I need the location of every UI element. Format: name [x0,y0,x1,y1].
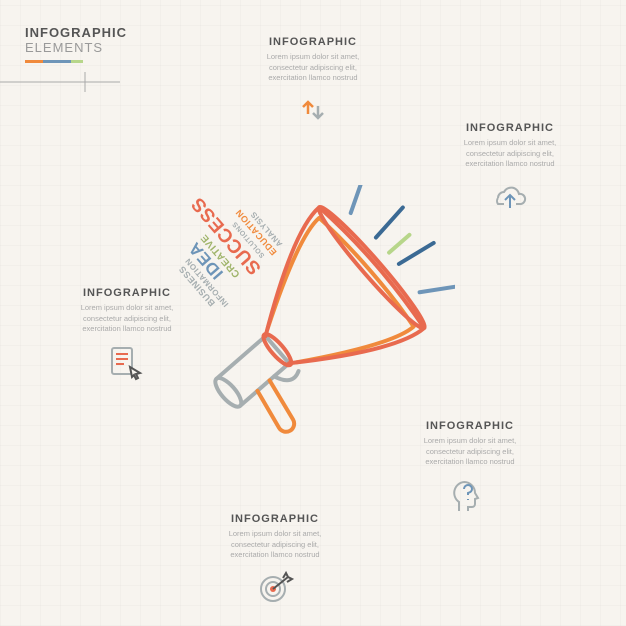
info-item-body: Lorem ipsum dolor sit amet, consectetur … [47,303,207,335]
header-cross-lines-icon [0,72,120,92]
doc-cursor-icon [47,343,207,381]
info-item-body: Lorem ipsum dolor sit amet, consectetur … [390,436,550,468]
info-item-left: INFOGRAPHIC Lorem ipsum dolor sit amet, c… [47,287,207,381]
info-item-title: INFOGRAPHIC [430,122,590,134]
target-icon [195,569,355,607]
info-item-body: Lorem ipsum dolor sit amet, consectetur … [195,529,355,561]
info-item-title: INFOGRAPHIC [233,36,393,48]
info-item-right: INFOGRAPHIC Lorem ipsum dolor sit amet, c… [430,122,590,216]
header-subtitle: ELEMENTS [25,40,127,55]
info-item-body: Lorem ipsum dolor sit amet, consectetur … [430,138,590,170]
header: INFOGRAPHIC ELEMENTS [25,25,127,63]
info-item-title: INFOGRAPHIC [195,513,355,525]
info-item-bottomright: INFOGRAPHIC Lorem ipsum dolor sit amet, c… [390,420,550,518]
info-item-body: Lorem ipsum dolor sit amet, consectetur … [233,52,393,84]
info-item-bottom: INFOGRAPHIC Lorem ipsum dolor sit amet, c… [195,513,355,607]
header-title: INFOGRAPHIC [25,25,127,40]
info-item-title: INFOGRAPHIC [47,287,207,299]
head-question-icon [390,476,550,518]
header-accent-bars [25,60,127,63]
info-item-top: INFOGRAPHIC Lorem ipsum dolor sit amet, c… [233,36,393,130]
cloud-up-icon [430,178,590,216]
info-item-title: INFOGRAPHIC [390,420,550,432]
arrows-updown-icon [233,92,393,130]
